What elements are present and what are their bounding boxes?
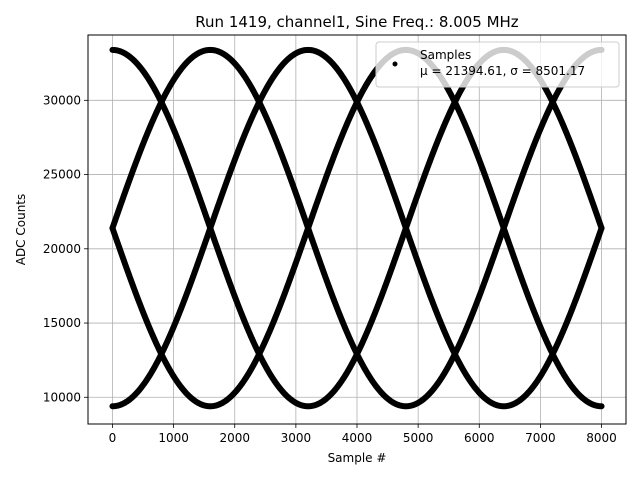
y-tick-label: 10000 [43, 390, 81, 404]
legend: Samples μ = 21394.61, σ = 8501.17 [375, 41, 620, 88]
x-tick-label: 6000 [464, 431, 495, 445]
y-tick-label: 30000 [43, 93, 81, 107]
x-tick-label: 7000 [525, 431, 556, 445]
y-tick-label: 15000 [43, 316, 81, 330]
x-tick-label: 5000 [403, 431, 434, 445]
axis-ticks: 0 1000 2000 3000 4000 5000 6000 7000 8000 10000 15… [43, 93, 617, 445]
legend-entry-samples: Samples [420, 48, 471, 62]
chart-title: Run 1419, channel1, Sine Freq.: 8.005 MH… [195, 13, 519, 31]
x-tick-label: 3000 [281, 431, 312, 445]
legend-marker-dot [392, 61, 398, 67]
legend-box [375, 41, 620, 88]
y-tick-label: 20000 [43, 242, 81, 256]
legend-stats-text: μ = 21394.61, σ = 8501.17 [420, 64, 585, 78]
x-tick-label: 4000 [342, 431, 373, 445]
sample-trace-phase-270 [109, 46, 605, 410]
x-tick-label: 8000 [586, 431, 617, 445]
x-tick-label: 2000 [219, 431, 250, 445]
x-tick-label: 0 [109, 431, 117, 445]
y-axis-label: ADC Counts [14, 194, 28, 266]
x-axis-label: Sample # [328, 451, 387, 465]
x-tick-label: 1000 [158, 431, 189, 445]
y-tick-label: 25000 [43, 168, 81, 182]
